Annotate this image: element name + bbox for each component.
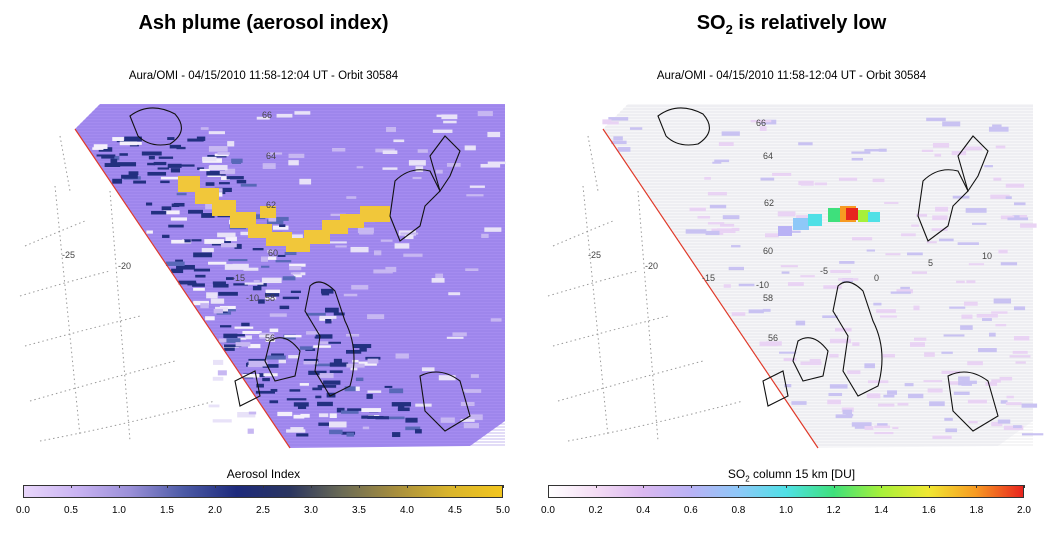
swath-edge	[602, 128, 819, 449]
graticule-label: 60	[268, 248, 278, 258]
colorbar-tick-mark	[690, 485, 692, 488]
colorbar-tick-label: 0.0	[16, 505, 30, 516]
graticule-labels: 66 64 62 60 58 56 -25 -20 -15-10	[62, 110, 278, 343]
so2-plume	[778, 206, 880, 236]
colorbar-tick-mark	[786, 485, 787, 488]
colorbar-tick-label: 2.0	[1017, 505, 1031, 516]
colorbar-tick-mark	[407, 485, 408, 488]
colorbar-tick-mark	[833, 485, 835, 488]
so2-panel-subtitle: Aura/OMI - 04/15/2010 11:58-12:04 UT - O…	[656, 70, 927, 82]
graticule-label: 62	[266, 200, 276, 210]
graticule-label: -10	[246, 293, 259, 303]
colorbar-tick-mark	[311, 485, 312, 488]
colorbar-tick-label: 3.5	[352, 505, 366, 516]
colorbar-tick-label: 0.5	[64, 505, 78, 516]
colorbar-tick-label: 0.6	[683, 505, 698, 516]
graticule-label: 66	[262, 110, 272, 120]
graticule-label: -10	[756, 280, 769, 290]
graticule-label: -25	[62, 250, 75, 260]
colorbar-tick-mark	[359, 485, 360, 488]
colorbar-tick-mark	[71, 485, 72, 488]
colorbar-tick-label: 0.2	[588, 505, 603, 516]
aerosol-colorbar-ticks: 0.0 0.5 1.0 1.5 2.0 2.5 3.0 3.5 4.0 4.5 5.0	[16, 505, 510, 519]
graticule-label: 66	[756, 118, 766, 128]
graticule-label: -5	[820, 266, 828, 276]
so2-colorbar-tickmarks	[548, 485, 1025, 498]
graticule-label: 0	[874, 273, 879, 283]
colorbar-tick-mark	[23, 485, 24, 488]
aerosol-colorbar-title: Aerosol Index	[226, 467, 301, 481]
graticule-label: 64	[266, 151, 276, 161]
colorbar-tick-label: 1.0	[112, 505, 126, 516]
colorbar-tick-label: 1.8	[969, 505, 984, 516]
coastlines	[129, 107, 471, 432]
colorbar-tick-mark	[167, 485, 168, 488]
colorbar-tick-label: 1.4	[874, 505, 889, 516]
so2-map-svg: 66 64 62 60 58 56 -25 -20 -15 -10 -5 0 5 10	[547, 104, 1044, 449]
colorbar-tick-label: 3.0	[304, 505, 318, 516]
colorbar-tick-label: 0.4	[636, 505, 651, 516]
colorbar-tick-label: 1.0	[779, 505, 793, 516]
graticule-label: 56	[768, 333, 778, 343]
colorbar-tick-mark	[503, 485, 504, 488]
graticule-label: 10	[982, 251, 992, 261]
graticule-labels: 66 64 62 60 58 56 -25 -20 -15 -10 -5 0 5 10	[588, 118, 992, 343]
colorbar-tick-mark	[455, 485, 456, 488]
colorbar-tick-mark	[1024, 485, 1025, 488]
so2-map: 66 64 62 60 58 56 -25 -20 -15 -10 -5 0 5 10	[528, 96, 1055, 456]
colorbar-tick-mark	[976, 485, 978, 488]
swath-edge	[74, 128, 291, 449]
graticule	[547, 135, 744, 442]
colorbar-tick-label: 5.0	[496, 505, 510, 516]
colorbar-tick-label: 1.2	[826, 505, 841, 516]
graticule-label: -15	[232, 273, 245, 283]
graticule-label: 62	[764, 198, 774, 208]
swath-area	[603, 104, 1033, 448]
aerosol-panel-subtitle: Aura/OMI - 04/15/2010 11:58-12:04 UT - O…	[128, 70, 399, 82]
colorbar-tick-label: 1.5	[160, 505, 174, 516]
aerosol-panel-heading: Ash plume (aerosol index)	[138, 12, 389, 34]
colorbar-tick-mark	[548, 485, 549, 488]
graticule-label: 58	[265, 293, 275, 303]
graticule-label: -20	[118, 261, 131, 271]
colorbar-tick-mark	[595, 485, 597, 488]
colorbar-tick-label: 4.5	[448, 505, 462, 516]
so2-panel: SO2 is relatively low Aura/OMI - 04/15/2…	[528, 0, 1055, 544]
graticule-label: 5	[928, 258, 933, 268]
graticule-label: -20	[645, 261, 658, 271]
aerosol-map: 66 64 62 60 58 56 -25 -20 -15 -10	[0, 96, 527, 456]
colorbar-tick-mark	[881, 485, 883, 488]
colorbar-tick-label: 4.0	[400, 505, 414, 516]
so2-panel-heading: SO2 is relatively low	[696, 12, 887, 37]
graticule-label: 60	[763, 246, 773, 256]
aerosol-panel: Ash plume (aerosol index) Aura/OMI - 04/…	[0, 0, 527, 544]
colorbar-tick-label: 2.5	[256, 505, 270, 516]
colorbar-tick-label: 0.0	[541, 505, 555, 516]
graticule-label: 56	[265, 333, 275, 343]
graticule-label: 64	[763, 151, 773, 161]
graticule-label: -15	[702, 273, 715, 283]
coastlines	[657, 107, 999, 432]
colorbar-tick-mark	[928, 485, 930, 488]
aerosol-colorbar-tickmarks	[23, 485, 504, 498]
graticule-label: 58	[763, 293, 773, 303]
so2-colorbar-ticks: 0.0 0.2 0.4 0.6 0.8 1.0 1.2 1.4 1.6 1.8 2.0	[541, 505, 1031, 519]
colorbar-tick-mark	[643, 485, 645, 488]
colorbar-tick-label: 2.0	[208, 505, 222, 516]
so2-colorbar-title: SO2 column 15 km [DU]	[727, 467, 856, 484]
colorbar-tick-mark	[738, 485, 740, 488]
colorbar-tick-mark	[215, 485, 216, 488]
aerosol-map-svg: 66 64 62 60 58 56 -25 -20 -15-10	[19, 104, 506, 449]
colorbar-tick-mark	[263, 485, 264, 488]
graticule	[19, 135, 216, 442]
colorbar-tick-label: 1.6	[921, 505, 936, 516]
colorbar-tick-label: 0.8	[731, 505, 746, 516]
graticule-label: -25	[588, 250, 601, 260]
ash-plume	[178, 176, 390, 252]
colorbar-tick-mark	[119, 485, 120, 488]
